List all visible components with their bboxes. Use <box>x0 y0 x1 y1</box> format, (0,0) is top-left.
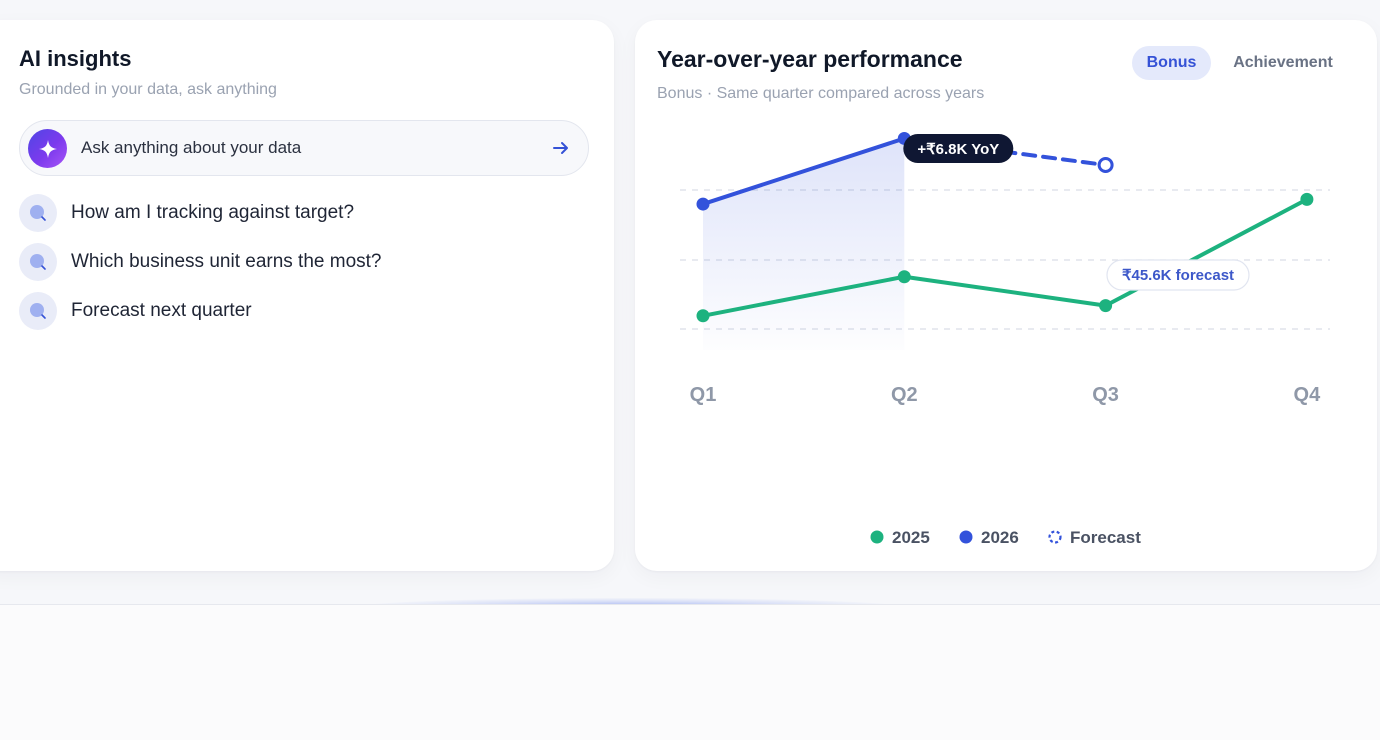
yoy-gap-area <box>703 138 905 350</box>
suggestion-label: Which business unit earns the most? <box>71 251 382 272</box>
suggestion-label: How am I tracking against target? <box>71 202 355 223</box>
legend-marker-2026 <box>959 530 973 544</box>
sparkle-icon <box>28 129 67 168</box>
point-forecast-q3 <box>1097 157 1114 173</box>
x-tick-label: Q1 <box>690 384 717 406</box>
tab-achievement[interactable]: Achievement <box>1233 54 1333 71</box>
legend-label-forecast: Forecast <box>1070 528 1141 547</box>
yoy-subtitle: Bonus · Same quarter compared across yea… <box>657 85 985 102</box>
point-2025-q1 <box>696 309 710 323</box>
suggestion-label: Forecast next quarter <box>71 300 252 321</box>
legend-marker-forecast <box>1048 530 1062 544</box>
x-tick-label: Q3 <box>1092 384 1119 406</box>
series-2026-line <box>701 136 907 207</box>
search-icon <box>19 243 57 281</box>
search-icon <box>19 194 57 232</box>
ask-placeholder: Ask anything about your data <box>81 138 302 157</box>
ai-insights-card: AI insights Grounded in your data, ask a… <box>0 20 614 571</box>
legend-label-2025: 2025 <box>892 528 930 547</box>
suggestion-forecast[interactable]: Forecast next quarter <box>19 292 559 330</box>
point-2025-q3 <box>1099 299 1113 313</box>
yoy-badge-label: +₹6.8K YoY <box>917 141 999 158</box>
yoy-badge-bg <box>903 134 1014 163</box>
x-tick-label: Q4 <box>1294 384 1322 406</box>
point-2025-q4 <box>1300 192 1314 206</box>
search-icon <box>19 292 57 330</box>
yoy-line-chart: Q1 Q2 Q3 Q4 +₹6.8K YoY ₹45.6K forecast 2025 2… <box>680 131 1330 547</box>
legend-marker-2025 <box>870 530 884 544</box>
send-arrow-icon[interactable] <box>551 138 571 158</box>
point-2025-q2 <box>897 270 911 284</box>
lower-content-area <box>0 604 1380 740</box>
legend-label-2026: 2026 <box>981 528 1019 547</box>
yoy-performance-card: Year-over-year performance Bonus · Same … <box>635 20 1377 571</box>
tab-bonus[interactable]: Bonus <box>1132 46 1211 80</box>
forecast-badge-bg <box>1106 259 1250 291</box>
ai-insights-title: AI insights <box>19 46 132 71</box>
x-tick-label: Q2 <box>891 384 918 406</box>
series-2025-line <box>701 197 1309 318</box>
yoy-title: Year-over-year performance <box>657 46 963 72</box>
suggestion-business-unit[interactable]: Which business unit earns the most? <box>19 243 559 281</box>
ask-input[interactable]: Ask anything about your data <box>19 120 589 176</box>
forecast-badge-label: ₹45.6K forecast <box>1122 267 1234 284</box>
suggestion-tracking-target[interactable]: How am I tracking against target? <box>19 194 559 232</box>
point-2026-q1 <box>696 197 710 211</box>
ai-insights-subtitle: Grounded in your data, ask anything <box>19 81 277 98</box>
